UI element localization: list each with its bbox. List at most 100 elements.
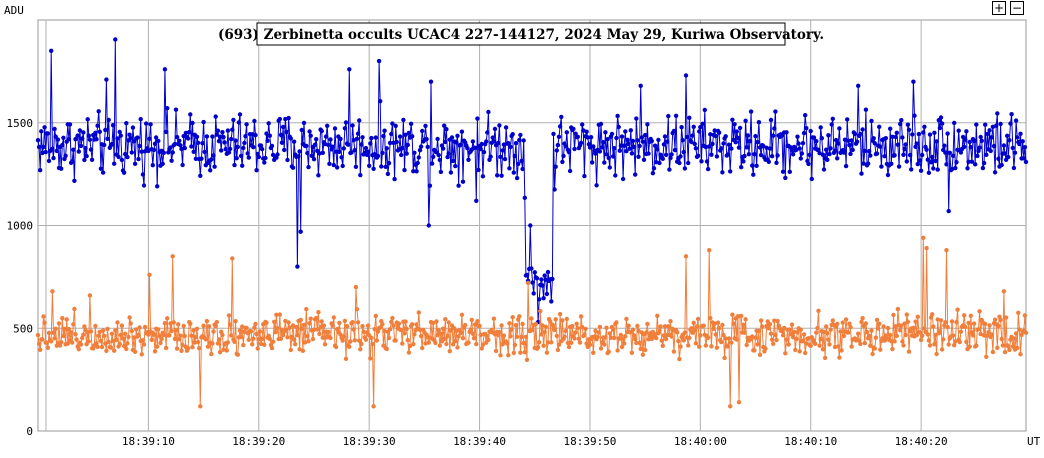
data-point (603, 130, 608, 135)
data-point (933, 332, 938, 338)
data-point (206, 324, 212, 329)
data-point (319, 128, 324, 134)
data-point (479, 346, 484, 351)
data-point (963, 137, 968, 142)
data-point (1015, 345, 1020, 351)
data-point (426, 223, 431, 228)
data-point (385, 171, 391, 177)
data-point (818, 125, 823, 130)
data-point (112, 348, 117, 353)
data-point (687, 335, 692, 341)
data-point (820, 347, 826, 352)
data-point (794, 147, 799, 152)
data-point (617, 148, 622, 153)
series-line-1 (37, 237, 1027, 407)
data-point (635, 138, 640, 143)
data-point (594, 183, 599, 188)
data-point (258, 341, 264, 346)
data-point (299, 127, 304, 133)
data-point (351, 138, 356, 143)
data-point (283, 318, 288, 324)
data-point (474, 341, 479, 347)
data-point (593, 328, 598, 333)
data-point (816, 308, 821, 313)
data-point (573, 330, 578, 335)
data-point (945, 324, 950, 330)
data-point (42, 125, 47, 130)
data-point (999, 336, 1004, 342)
data-point (843, 163, 849, 169)
data-point (466, 157, 471, 162)
data-point (216, 139, 222, 144)
data-point (767, 322, 773, 327)
data-point (513, 141, 519, 146)
data-point (100, 328, 106, 333)
data-point (638, 346, 643, 352)
data-point (363, 145, 369, 151)
data-point (658, 324, 663, 329)
data-point (75, 133, 80, 138)
data-point (628, 128, 633, 133)
data-point (634, 116, 639, 121)
data-point (742, 153, 747, 159)
data-point (716, 326, 722, 331)
data-point (856, 83, 861, 89)
data-point (862, 340, 867, 346)
data-point (189, 144, 194, 149)
data-point (337, 149, 342, 154)
data-point (1018, 352, 1023, 357)
data-point (491, 139, 497, 144)
data-point (584, 129, 589, 134)
data-point (828, 146, 833, 151)
data-point (333, 344, 339, 350)
data-point (331, 315, 336, 320)
zoom-out-button[interactable]: − (1010, 1, 1024, 15)
data-point (684, 134, 690, 140)
data-point (803, 350, 808, 356)
data-point (110, 338, 116, 344)
data-point (428, 79, 434, 84)
data-point (346, 142, 351, 147)
data-point (985, 131, 990, 137)
data-point (43, 149, 48, 155)
data-point (280, 124, 286, 130)
data-point (828, 327, 833, 332)
data-point (578, 140, 584, 146)
data-point (535, 345, 541, 350)
data-point (142, 324, 148, 330)
data-point (566, 344, 572, 350)
data-point (305, 334, 310, 339)
data-point (182, 145, 187, 151)
data-point (847, 321, 852, 326)
data-point (87, 293, 93, 298)
data-point (96, 333, 101, 338)
data-point (506, 141, 511, 146)
data-point (359, 142, 364, 147)
data-point (827, 151, 832, 157)
data-point (235, 144, 240, 150)
data-point (921, 235, 926, 240)
data-point (885, 172, 891, 178)
data-point (686, 343, 691, 348)
data-point (921, 130, 926, 135)
data-point (147, 272, 152, 277)
data-point (826, 133, 831, 138)
data-point (423, 341, 428, 346)
data-point (326, 142, 331, 148)
data-point (188, 321, 193, 326)
data-point (449, 135, 455, 140)
data-point (954, 320, 959, 325)
data-point (491, 316, 497, 321)
y-tick-label: 500 (13, 322, 33, 335)
data-point (963, 324, 968, 330)
data-point (499, 173, 504, 178)
data-point (1010, 145, 1015, 151)
zoom-in-button[interactable]: + (992, 1, 1006, 15)
data-point (508, 334, 513, 339)
data-point (405, 142, 410, 148)
data-point (138, 117, 143, 122)
data-point (903, 142, 908, 147)
data-point (416, 310, 421, 315)
data-point (601, 140, 606, 145)
data-point (258, 143, 264, 148)
